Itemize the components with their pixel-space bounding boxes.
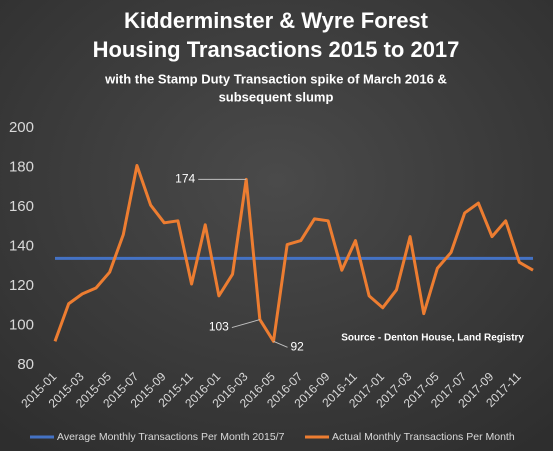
legend-label: Actual Monthly Transactions Per Month: [332, 431, 515, 443]
data-label: 174: [175, 172, 195, 186]
chart-subtitle: with the Stamp Duty Transaction spike of…: [104, 71, 447, 86]
y-tick-label: 120: [9, 277, 34, 294]
chart-subtitle: subsequent slump: [219, 89, 334, 104]
chart-title: Kidderminster & Wyre Forest: [124, 8, 429, 33]
series-line: [53, 164, 534, 343]
y-tick-label: 200: [9, 119, 34, 136]
y-tick-label: 180: [9, 158, 34, 175]
y-tick-label: 140: [9, 237, 34, 254]
legend-label: Average Monthly Transactions Per Month 2…: [57, 431, 285, 443]
callout-line: [273, 340, 288, 348]
callout-line: [231, 319, 260, 329]
source-note: Source - Denton House, Land Registry: [341, 333, 524, 344]
y-tick-label: 160: [9, 198, 34, 215]
data-label: 103: [209, 320, 229, 334]
y-tick-label: 80: [17, 356, 34, 373]
y-tick-label: 100: [9, 316, 34, 333]
chart-title: Housing Transactions 2015 to 2017: [93, 37, 460, 62]
data-label: 92: [291, 339, 305, 353]
